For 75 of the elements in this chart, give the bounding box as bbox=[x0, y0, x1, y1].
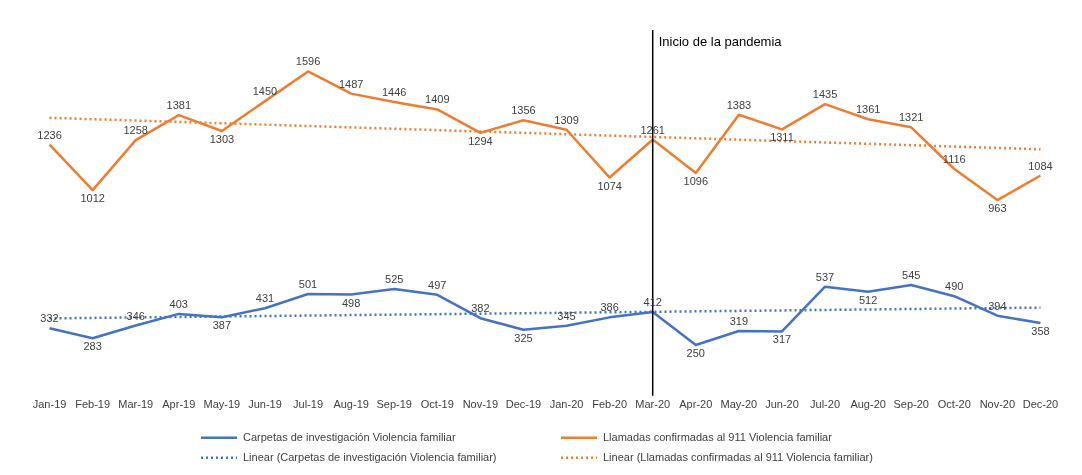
x-tick-label: Feb-20 bbox=[592, 398, 628, 411]
data-label: 501 bbox=[298, 278, 318, 291]
data-label: 497 bbox=[428, 278, 447, 291]
data-label: 1446 bbox=[381, 85, 407, 98]
data-label: 1096 bbox=[683, 175, 709, 188]
data-label: 1321 bbox=[898, 111, 924, 124]
x-tick-label: Mar-20 bbox=[635, 398, 671, 411]
data-label: 498 bbox=[341, 296, 361, 309]
x-tick-label: Sep-19 bbox=[376, 398, 412, 411]
x-tick-label: May-20 bbox=[720, 398, 758, 411]
x-tick-label: Jul-20 bbox=[810, 398, 841, 411]
data-label: 345 bbox=[557, 309, 576, 322]
data-label: 1409 bbox=[425, 93, 450, 106]
data-label: 317 bbox=[772, 333, 792, 346]
data-label: 283 bbox=[83, 340, 102, 353]
data-label: 512 bbox=[858, 293, 878, 306]
data-label: 1450 bbox=[252, 85, 278, 98]
data-label: 382 bbox=[471, 302, 490, 315]
x-tick-label: Dec-20 bbox=[1022, 398, 1059, 411]
data-label: 1381 bbox=[166, 99, 192, 112]
x-tick-label: Nov-20 bbox=[979, 398, 1016, 411]
x-tick-label: Feb-19 bbox=[75, 398, 111, 411]
data-label: 1361 bbox=[855, 103, 881, 116]
legend-label: Linear (Llamadas confirmadas al 911 Violencia familiar) bbox=[603, 450, 873, 463]
data-label: 1258 bbox=[123, 124, 148, 137]
data-label: 545 bbox=[902, 269, 921, 282]
x-tick-label: Oct-19 bbox=[420, 398, 454, 411]
x-tick-label: Jul-19 bbox=[293, 398, 324, 411]
data-label: 537 bbox=[815, 270, 835, 283]
x-tick-label: Aug-20 bbox=[850, 398, 886, 411]
data-label: 358 bbox=[1031, 325, 1050, 338]
data-label: 1294 bbox=[468, 134, 493, 147]
x-tick-label: Jan-20 bbox=[549, 398, 584, 411]
x-tick-label: Dec-19 bbox=[505, 398, 542, 411]
data-label: 1309 bbox=[554, 113, 579, 126]
data-label: 346 bbox=[126, 309, 145, 322]
data-label: 319 bbox=[729, 315, 749, 327]
data-label: 525 bbox=[385, 273, 404, 286]
x-tick-label: Jun-19 bbox=[248, 398, 282, 411]
data-label: 1074 bbox=[597, 179, 622, 192]
x-tick-label: May-19 bbox=[203, 398, 241, 411]
data-label: 1012 bbox=[80, 192, 105, 205]
data-label: 387 bbox=[212, 319, 232, 332]
data-label: 1303 bbox=[209, 133, 235, 146]
data-label: 1236 bbox=[37, 128, 62, 141]
x-tick-label: Sep-20 bbox=[893, 398, 929, 411]
data-label: 490 bbox=[945, 280, 964, 293]
x-tick-label: Apr-19 bbox=[162, 398, 196, 411]
legend-label: Linear (Carpetas de investigación Violencia familiar) bbox=[243, 450, 497, 463]
data-label: 1435 bbox=[812, 88, 838, 101]
data-label: 1116 bbox=[942, 153, 966, 166]
legend-label: Carpetas de investigación Violencia familiar bbox=[243, 430, 456, 443]
data-label: 332 bbox=[40, 312, 59, 325]
data-label: 963 bbox=[988, 202, 1007, 215]
x-tick-label: Mar-19 bbox=[118, 398, 154, 411]
data-label: 386 bbox=[600, 301, 619, 314]
data-label: 1383 bbox=[726, 98, 752, 111]
x-tick-label: Apr-20 bbox=[679, 398, 713, 411]
data-label: 250 bbox=[686, 347, 705, 360]
data-label: 1311 bbox=[770, 131, 794, 144]
x-tick-label: Jan-19 bbox=[32, 398, 67, 411]
data-label: 1487 bbox=[338, 77, 364, 90]
data-label: 1356 bbox=[511, 104, 536, 117]
data-label: 1084 bbox=[1028, 159, 1053, 172]
x-tick-label: Nov-19 bbox=[462, 398, 499, 411]
ref-line-label: Inicio de la pandemia bbox=[658, 34, 783, 50]
x-tick-label: Aug-19 bbox=[333, 398, 369, 411]
data-label: 394 bbox=[988, 299, 1007, 312]
x-tick-label: Jun-20 bbox=[765, 398, 799, 411]
data-label: 1596 bbox=[295, 55, 321, 68]
x-tick-label: Oct-20 bbox=[937, 398, 971, 411]
legend-label: Llamadas confirmadas al 911 Violencia familiar bbox=[603, 430, 833, 443]
data-label: 431 bbox=[255, 292, 275, 305]
data-label: 403 bbox=[169, 297, 188, 310]
data-label: 325 bbox=[514, 331, 533, 344]
